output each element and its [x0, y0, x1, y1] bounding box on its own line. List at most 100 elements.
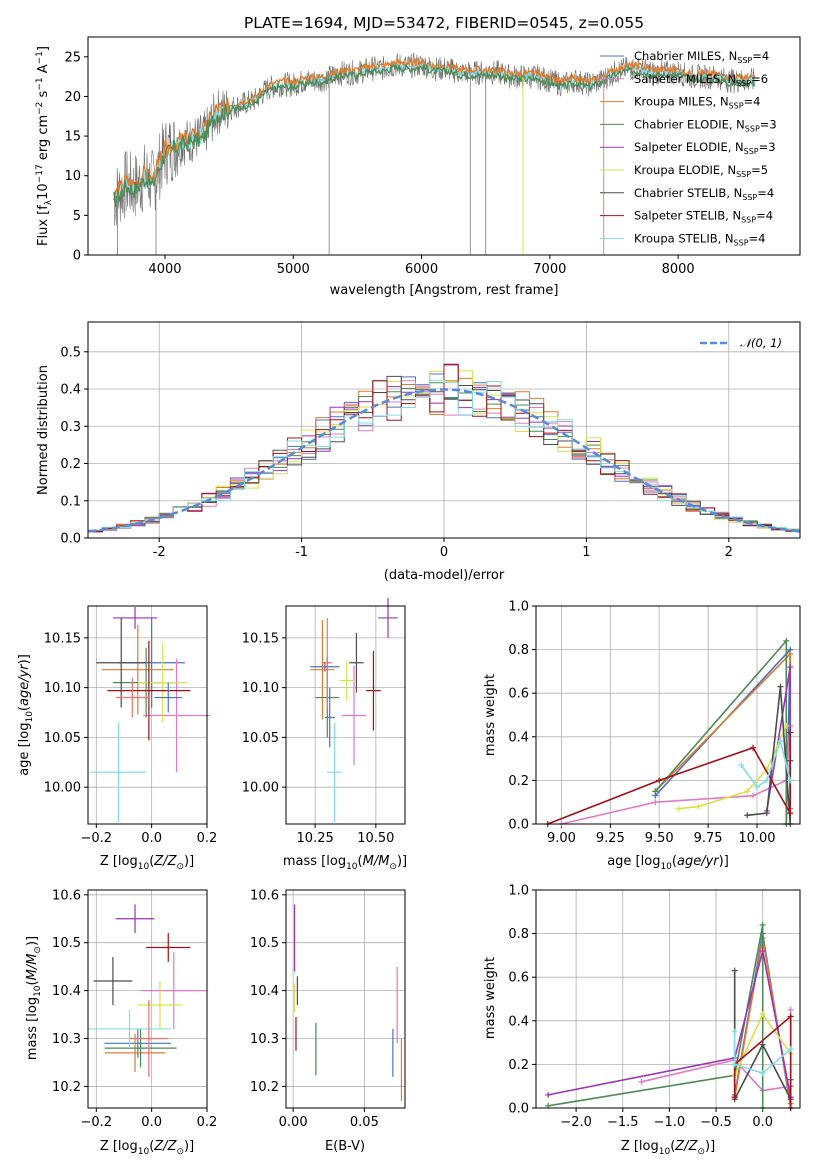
gaussian-curve — [87, 388, 801, 533]
tick-label-x: 6000 — [405, 262, 438, 277]
weight-marker — [759, 1011, 766, 1018]
legend-label: Kroupa ELODIE, NSSP=5 — [634, 163, 768, 179]
weight-marker — [695, 803, 702, 810]
tick-label-x: 0.2 — [197, 1115, 218, 1130]
weight-vs-age-frame — [535, 605, 801, 825]
weight-marker — [652, 788, 659, 795]
tick-label-y: 10.6 — [250, 888, 279, 903]
tick-label-y: 0.6 — [508, 687, 529, 702]
weight-marker — [787, 1046, 794, 1053]
mass-vs-z-ylabel: mass [log10(M/M⊙)] — [25, 936, 43, 1060]
tick-label-y: 10.3 — [250, 1032, 279, 1047]
weight-line — [547, 924, 764, 1108]
legend-gaussian-label: 𝒩(0, 1) — [740, 336, 782, 350]
tick-label-y: 0.0 — [60, 532, 81, 547]
tick-label-y: 0.6 — [508, 971, 529, 986]
tick-label-y: 10.10 — [242, 681, 279, 696]
weight-marker — [731, 1094, 738, 1101]
tick-label-x: -1 — [295, 545, 308, 560]
weight-marker — [763, 777, 770, 784]
histogram-axes-frame — [87, 321, 801, 539]
weight-marker — [744, 812, 751, 819]
tick-label-y: 10.5 — [250, 936, 279, 951]
weight-marker — [675, 805, 682, 812]
spectrum-legend: Chabrier MILES, NSSP=4 Salpeter MILES, NS… — [600, 49, 777, 247]
tick-label-y: 0.0 — [508, 818, 529, 833]
tick-label-y: 0.2 — [508, 1058, 529, 1073]
tick-label-x: 0.00 — [279, 1115, 308, 1130]
tick-label-y: 10.15 — [242, 631, 279, 646]
weight-vs-age-xlabel: age [log10(age/yr)] — [607, 854, 729, 872]
tick-label-x: 0.0 — [141, 1115, 162, 1130]
tick-label-x: −0.5 — [700, 1115, 732, 1130]
weight-marker — [731, 1028, 738, 1035]
tick-label-x: 0.0 — [752, 1115, 773, 1130]
weight-marker — [759, 1070, 766, 1077]
weight-marker — [638, 1078, 645, 1085]
model-spectrum — [113, 62, 756, 207]
tick-label-x: 4000 — [148, 262, 181, 277]
weight-marker — [783, 722, 790, 729]
tick-label-y: 5 — [73, 209, 81, 224]
weight-marker — [777, 738, 784, 745]
histogram-panel: -2 -1 0 1 2 0.0 0.1 0.2 0.3 0.4 0.5 (data-model)/e… — [36, 321, 801, 583]
weight-marker — [787, 1006, 794, 1013]
tick-label-x: 0 — [440, 545, 448, 560]
tick-label-y: 0.0 — [508, 1102, 529, 1117]
weight-vs-z-panel: −2.0 −1.5 −1.0 −0.5 0.0 0.0 0.2 0.4 0.6 0.8 1.0 Z … — [483, 884, 801, 1157]
tick-label-x: 0.05 — [350, 1115, 379, 1130]
weight-marker — [753, 783, 760, 790]
tick-label-y: 0.2 — [60, 457, 81, 472]
tick-label-y: 10.5 — [52, 936, 81, 951]
spectrum-panel: 4000 5000 6000 7000 8000 0 5 10 15 20 25 wavelengt… — [35, 36, 801, 298]
weight-marker — [787, 729, 794, 736]
tick-label-y: 0 — [73, 249, 81, 264]
tick-label-y: 0.5 — [60, 345, 81, 360]
weight-line — [547, 950, 792, 1098]
tick-label-y: 0.8 — [508, 927, 529, 942]
legend-label: Salpeter MILES, NSSP=6 — [634, 72, 768, 88]
tick-label-y: 10.15 — [44, 631, 81, 646]
weight-line — [733, 1014, 792, 1108]
histogram-ylabel: Normed distribution — [36, 365, 51, 495]
tick-label-x: 7000 — [533, 262, 566, 277]
tick-label-x: 10.00 — [738, 831, 775, 846]
age-vs-z-panel: −0.2 0.0 0.2 10.00 10.05 10.10 10.15 Z [log10(… — [17, 605, 218, 872]
tick-label-x: 8000 — [662, 262, 695, 277]
age-vs-mass-panel: 10.25 10.50 10.00 10.05 10.10 10.15 mass [log… — [242, 598, 407, 872]
tick-label-x: 9.50 — [645, 831, 674, 846]
tick-label-x: 1 — [582, 545, 590, 560]
weight-marker — [783, 637, 790, 644]
tick-label-x: 0.2 — [197, 831, 218, 846]
tick-label-y: 10 — [64, 169, 81, 184]
tick-label-x: 0.0 — [141, 831, 162, 846]
tick-label-y: 10.05 — [242, 731, 279, 746]
model-spectrum — [113, 57, 756, 200]
mass-vs-ebv-panel: 0.00 0.05 10.2 10.3 10.4 10.5 10.6 E(B-V) — [250, 888, 406, 1154]
tick-label-y: 0.2 — [508, 774, 529, 789]
mass-vs-ebv-xlabel: E(B-V) — [325, 1139, 365, 1154]
tick-label-x: −1.0 — [654, 1115, 686, 1130]
weight-line — [654, 638, 788, 824]
weight-marker — [656, 777, 663, 784]
legend-label: Kroupa STELIB, NSSP=4 — [634, 231, 765, 247]
weight-vs-age-panel: 9.00 9.25 9.50 9.75 10.000.00.20.40.60.81.0 … — [483, 600, 801, 872]
tick-label-y: 25 — [64, 50, 81, 65]
weight-marker — [545, 1091, 552, 1098]
weight-marker — [744, 788, 751, 795]
tick-label-y: 20 — [64, 90, 81, 105]
age-vs-mass-xlabel: mass [log10(M/M⊙)] — [283, 854, 407, 872]
weight-marker — [787, 810, 794, 817]
tick-label-x: 9.00 — [547, 831, 576, 846]
tick-label-y: 10.10 — [44, 681, 81, 696]
mass-vs-z-xlabel: Z [log10(Z/Z⊙)] — [100, 1139, 194, 1157]
tick-label-y: 0.4 — [508, 1014, 529, 1029]
weight-marker — [750, 792, 757, 799]
weight-vs-z-frame — [535, 889, 801, 1109]
tick-label-x: 9.75 — [694, 831, 723, 846]
weight-marker — [731, 967, 738, 974]
spectrum-lines — [113, 52, 756, 255]
age-vs-z-xlabel: Z [log10(Z/Z⊙)] — [100, 854, 194, 872]
weight-marker — [759, 1041, 766, 1048]
